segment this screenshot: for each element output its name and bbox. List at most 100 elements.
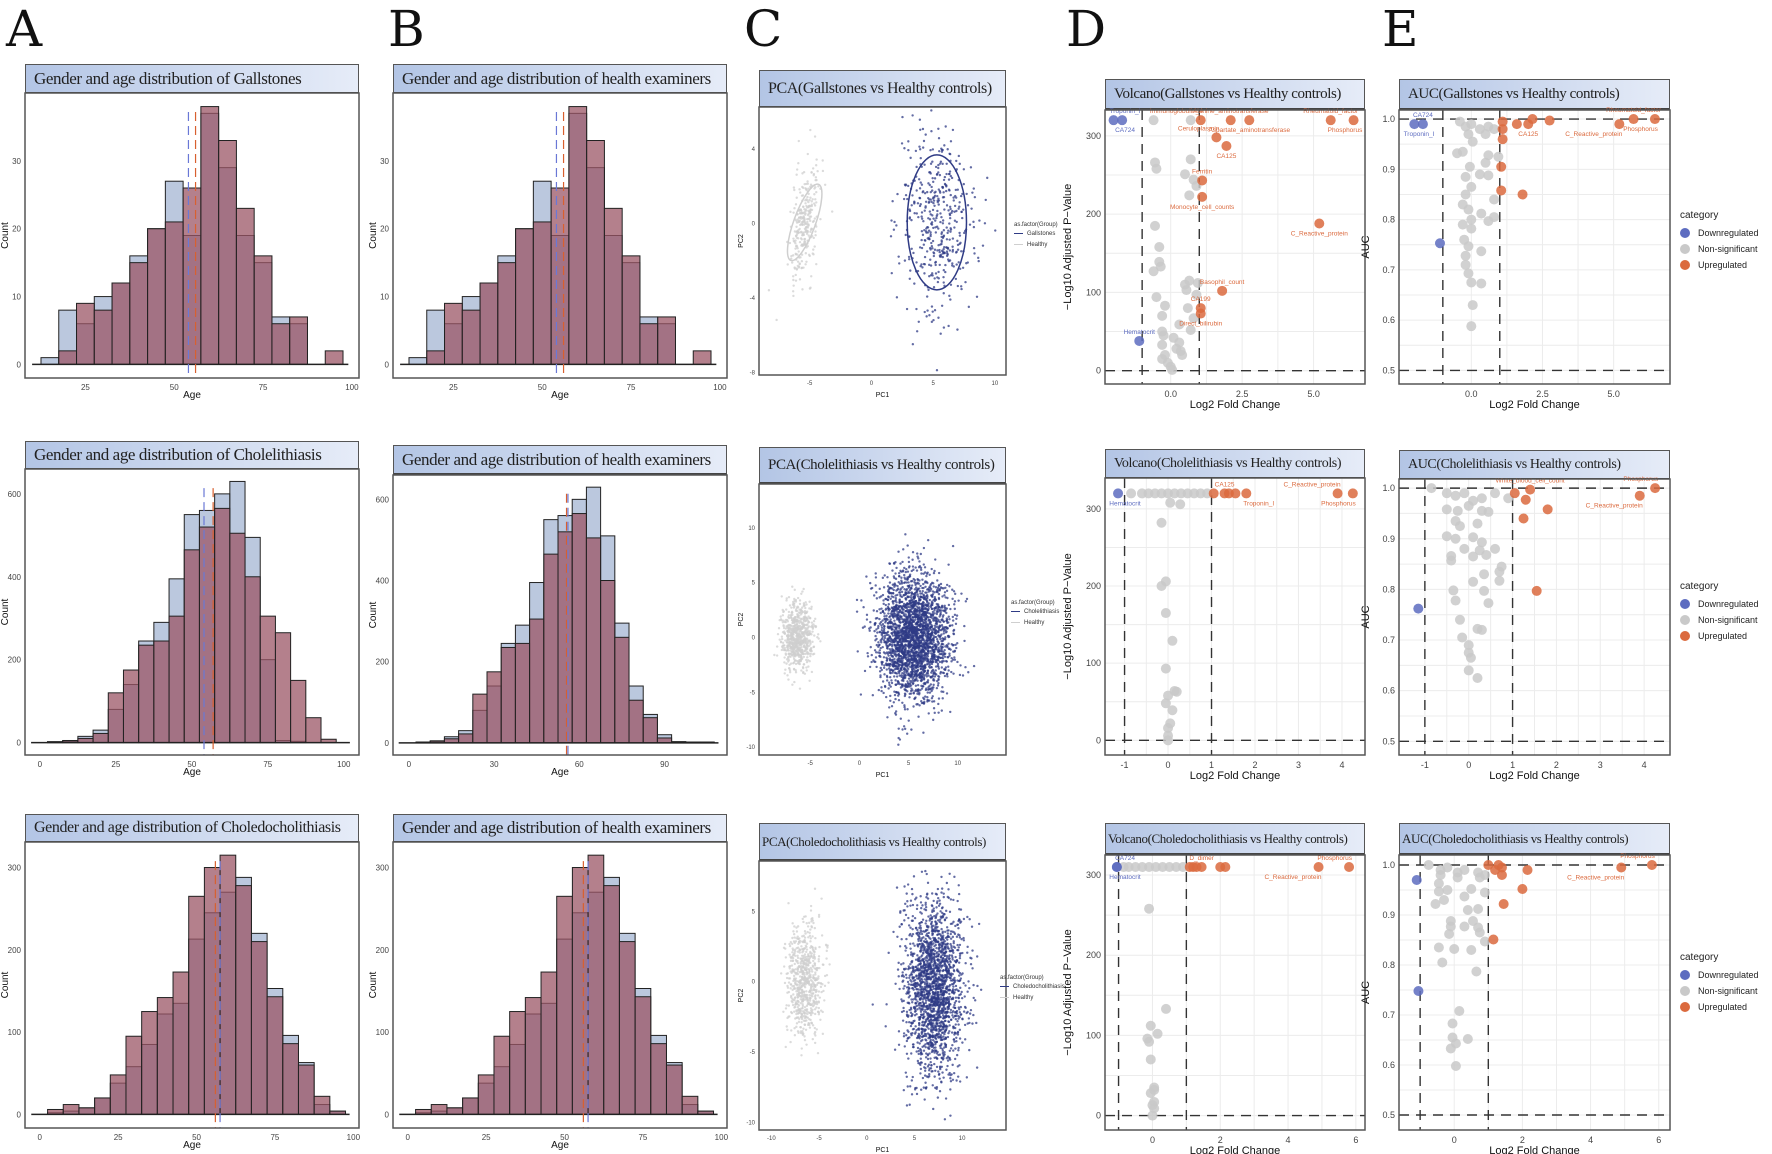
pca-point — [967, 305, 971, 309]
pca-point — [923, 669, 926, 673]
pca-point — [915, 665, 919, 668]
pca-point — [910, 569, 913, 573]
pca-point — [964, 600, 968, 603]
pca-point — [799, 640, 802, 643]
pca-point — [895, 647, 898, 651]
pca-point — [911, 194, 914, 197]
pca-point — [910, 681, 913, 684]
x-axis-label: PC1 — [876, 772, 890, 779]
x-tick-label: 100 — [345, 383, 359, 392]
pca-point — [948, 238, 951, 241]
pca-point — [918, 118, 922, 121]
x-tick-label: 30 — [490, 760, 499, 769]
pca-point — [904, 633, 908, 637]
x-tick-label: 25 — [111, 760, 120, 769]
pca-point — [891, 671, 894, 674]
pca-point — [804, 619, 807, 622]
x-axis-label: PC1 — [876, 392, 890, 399]
pca-point — [921, 607, 924, 610]
pca-point — [884, 619, 888, 623]
pca-point — [882, 639, 886, 642]
non-significant-point — [1175, 499, 1186, 510]
non-significant-point — [1156, 517, 1167, 528]
pca-point — [970, 207, 973, 210]
pca-point — [920, 628, 923, 631]
pca-point — [793, 641, 796, 644]
histogram-bar — [681, 1095, 699, 1115]
pca-point — [943, 284, 946, 288]
pca-point — [962, 208, 965, 211]
pca-point — [946, 672, 949, 676]
pca-point — [957, 599, 960, 602]
pca-point — [919, 667, 923, 671]
non-significant-point — [1476, 624, 1487, 635]
pca-point — [927, 288, 930, 292]
pca-point — [800, 194, 804, 197]
pca-point — [790, 632, 794, 635]
plot-frame — [392, 474, 728, 756]
pca-point — [961, 674, 965, 677]
x-axis-label: Age — [551, 390, 569, 401]
pca-point — [868, 627, 871, 630]
pca-point — [926, 681, 930, 684]
x-tick-label: 2 — [1554, 760, 1559, 770]
upregulated-point — [1614, 119, 1625, 130]
pca-point — [893, 582, 896, 585]
pca-point — [963, 624, 966, 628]
pca-point — [941, 185, 944, 189]
pca-point — [947, 665, 950, 668]
pca-point — [891, 587, 894, 590]
pca-point — [821, 159, 824, 162]
pca-point — [938, 250, 941, 254]
pca-point — [903, 704, 906, 707]
pca-point — [797, 220, 801, 223]
pca-point — [785, 662, 788, 665]
histogram-bar — [297, 1064, 315, 1115]
pca-point — [909, 608, 912, 612]
pca-point — [964, 665, 967, 669]
pca-point — [882, 629, 886, 632]
pca-point — [811, 624, 814, 627]
pca-point — [805, 232, 809, 236]
pca-point — [911, 343, 915, 346]
downregulated-point — [1413, 603, 1424, 614]
pca-point — [934, 629, 938, 633]
pca-point — [942, 632, 945, 635]
upregulated-point — [1531, 585, 1542, 596]
pca-point — [905, 568, 908, 571]
pca-point — [916, 552, 919, 555]
y-tick-label: 0 — [385, 1110, 390, 1119]
pca-point — [897, 736, 900, 740]
histogram-bar — [540, 971, 558, 1115]
pca-point — [917, 602, 921, 605]
pca-point — [904, 669, 908, 672]
pca-point — [931, 247, 934, 250]
pca-point — [805, 666, 808, 669]
pca-point — [775, 645, 779, 648]
x-tick-label: 2.5 — [1236, 389, 1249, 399]
non-significant-point — [1476, 208, 1487, 219]
pca-point — [922, 660, 925, 663]
pca-point — [948, 172, 951, 176]
pca-point — [865, 575, 868, 578]
pca-point — [794, 618, 798, 621]
pca-point — [948, 647, 951, 650]
pca-point — [801, 212, 804, 215]
pca-point — [940, 690, 943, 693]
pca-point — [945, 246, 948, 249]
pca-point — [951, 615, 955, 619]
pca-point — [935, 621, 938, 624]
pca-point — [803, 604, 806, 607]
y-tick-label: 0.9 — [1382, 534, 1395, 544]
non-significant-point — [1467, 300, 1478, 311]
pca-point — [931, 610, 935, 614]
pca-point — [885, 646, 889, 650]
pca-point — [936, 658, 939, 662]
pca-point — [947, 209, 950, 212]
pca-point — [879, 666, 882, 670]
pca-point — [918, 609, 921, 612]
y-tick-label: 200 — [8, 656, 22, 665]
pca-point — [788, 241, 792, 245]
pca-point — [900, 607, 903, 610]
pca-point — [831, 210, 834, 213]
